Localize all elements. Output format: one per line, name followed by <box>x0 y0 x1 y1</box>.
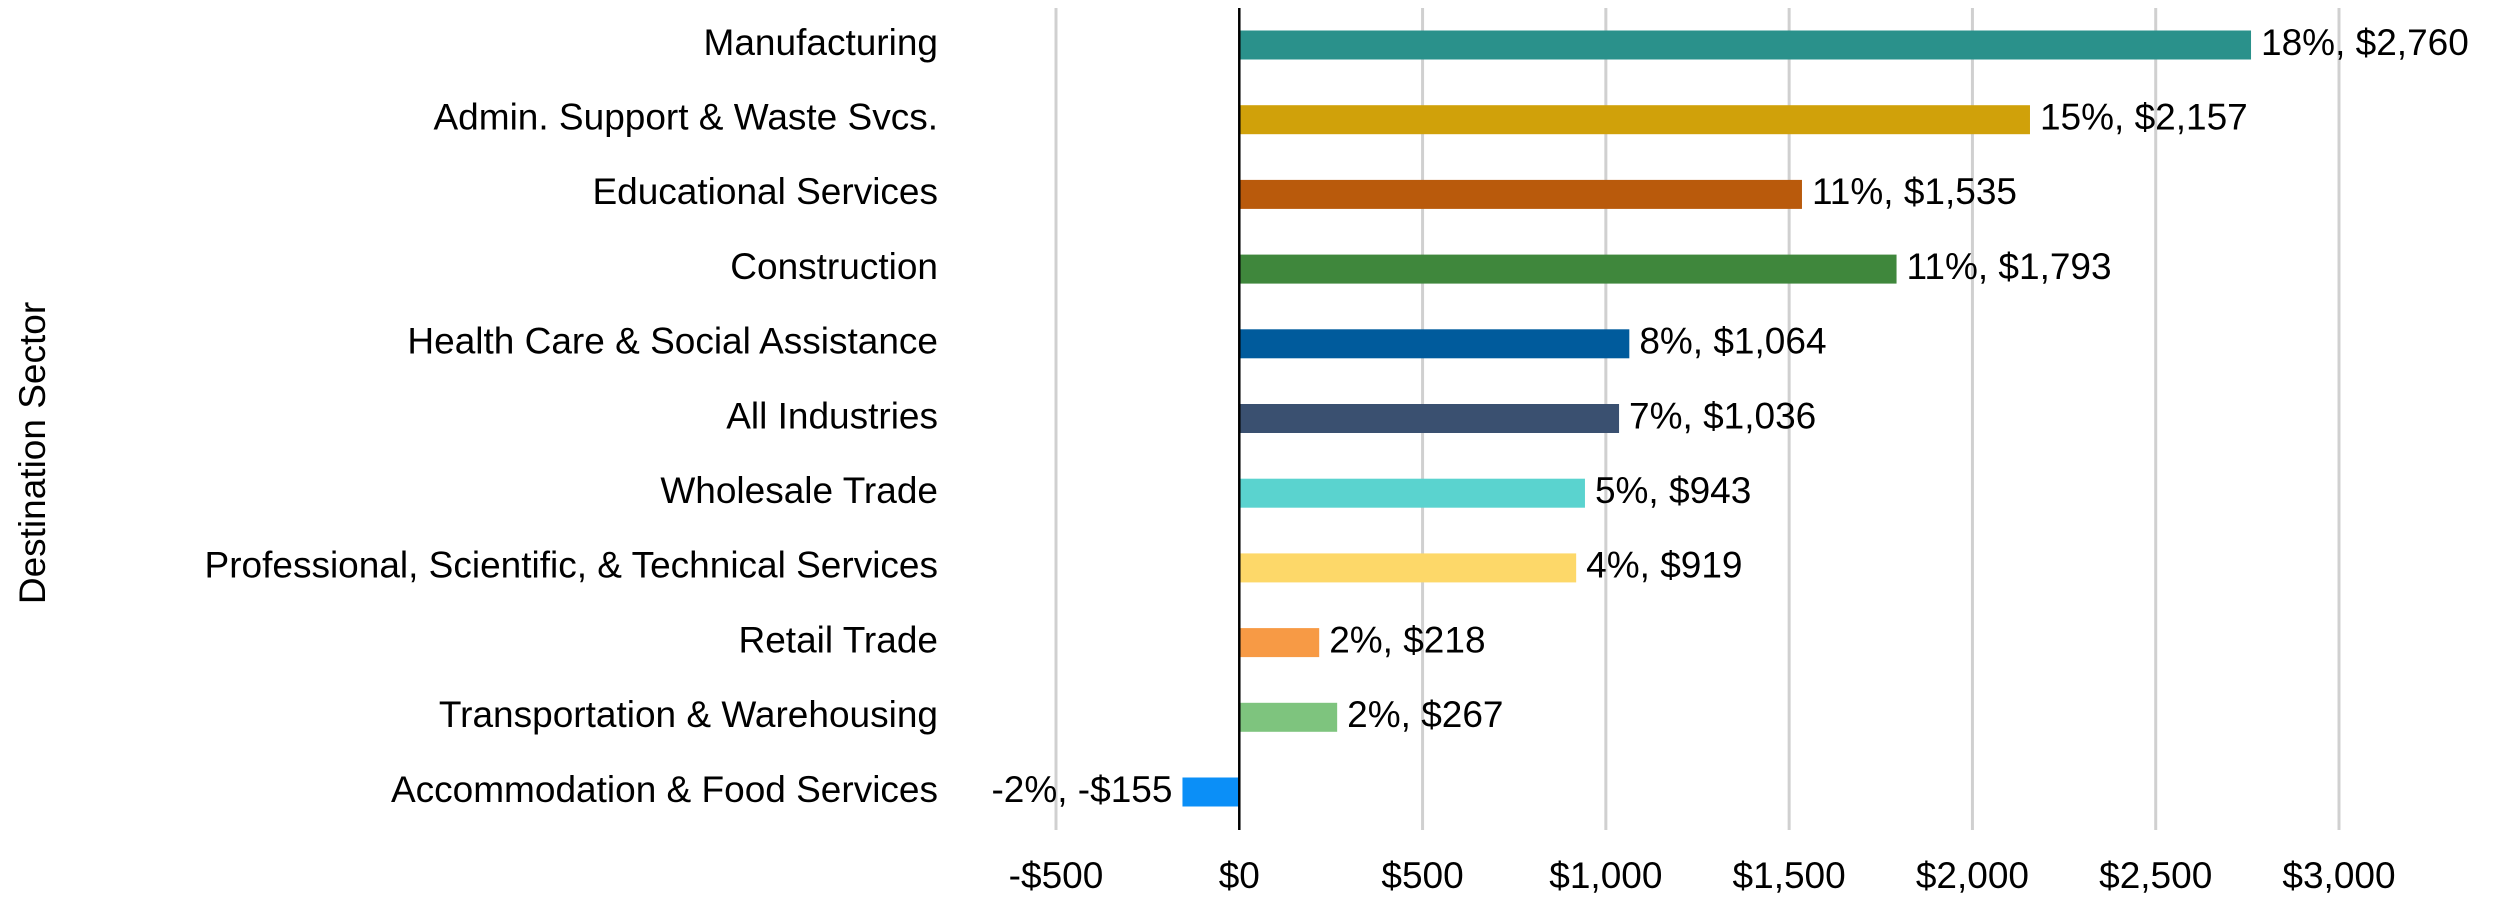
bar <box>1239 628 1320 658</box>
y-tick-label: Construction <box>730 246 938 287</box>
data-label: 11%, $1,535 <box>1812 171 2017 212</box>
bar <box>1182 777 1240 807</box>
data-label: 8%, $1,064 <box>1639 321 1826 362</box>
bar <box>1239 404 1620 433</box>
x-tick-label: $1,000 <box>1549 855 1662 896</box>
data-label: -2%, -$155 <box>991 769 1172 810</box>
y-axis-title: Destination Sector <box>12 302 53 604</box>
x-tick-label: $500 <box>1381 855 1463 896</box>
x-tick-label: $1,500 <box>1733 855 1846 896</box>
bar <box>1239 30 2252 60</box>
data-label: 7%, $1,036 <box>1629 395 1816 436</box>
bar <box>1239 329 1630 359</box>
data-label: 4%, $919 <box>1586 545 1742 586</box>
y-tick-label: Educational Services <box>592 171 938 212</box>
data-label: 5%, $943 <box>1595 470 1751 511</box>
x-tick-label: $3,000 <box>2282 855 2395 896</box>
x-tick-label: $2,000 <box>1916 855 2029 896</box>
y-tick-label: All Industries <box>726 395 938 436</box>
y-tick-label: Accommodation & Food Services <box>391 769 938 810</box>
bar <box>1239 553 1577 583</box>
y-tick-label: Admin. Support & Waste Svcs. <box>434 96 939 137</box>
data-label: 2%, $267 <box>1347 694 1503 735</box>
bar <box>1239 105 2030 135</box>
x-tick-label: $0 <box>1219 855 1260 896</box>
data-label: 18%, $2,760 <box>2261 22 2469 63</box>
bar <box>1239 179 1802 209</box>
y-tick-label: Manufacturing <box>704 22 938 63</box>
y-tick-label: Professional, Scientific, & Technical Se… <box>205 545 938 586</box>
y-tick-label: Transportation & Warehousing <box>439 694 938 735</box>
y-tick-label: Wholesale Trade <box>660 470 938 511</box>
bar <box>1239 702 1338 732</box>
bar <box>1239 254 1897 284</box>
bar <box>1239 478 1585 508</box>
x-tick-label: $2,500 <box>2099 855 2212 896</box>
data-label: 2%, $218 <box>1329 619 1485 660</box>
y-tick-label: Health Care & Social Assistance <box>407 321 938 362</box>
data-label: 15%, $2,157 <box>2040 96 2248 137</box>
x-tick-label: -$500 <box>1009 855 1104 896</box>
data-label: 11%, $1,793 <box>1907 246 2112 287</box>
y-tick-label: Retail Trade <box>739 619 939 660</box>
